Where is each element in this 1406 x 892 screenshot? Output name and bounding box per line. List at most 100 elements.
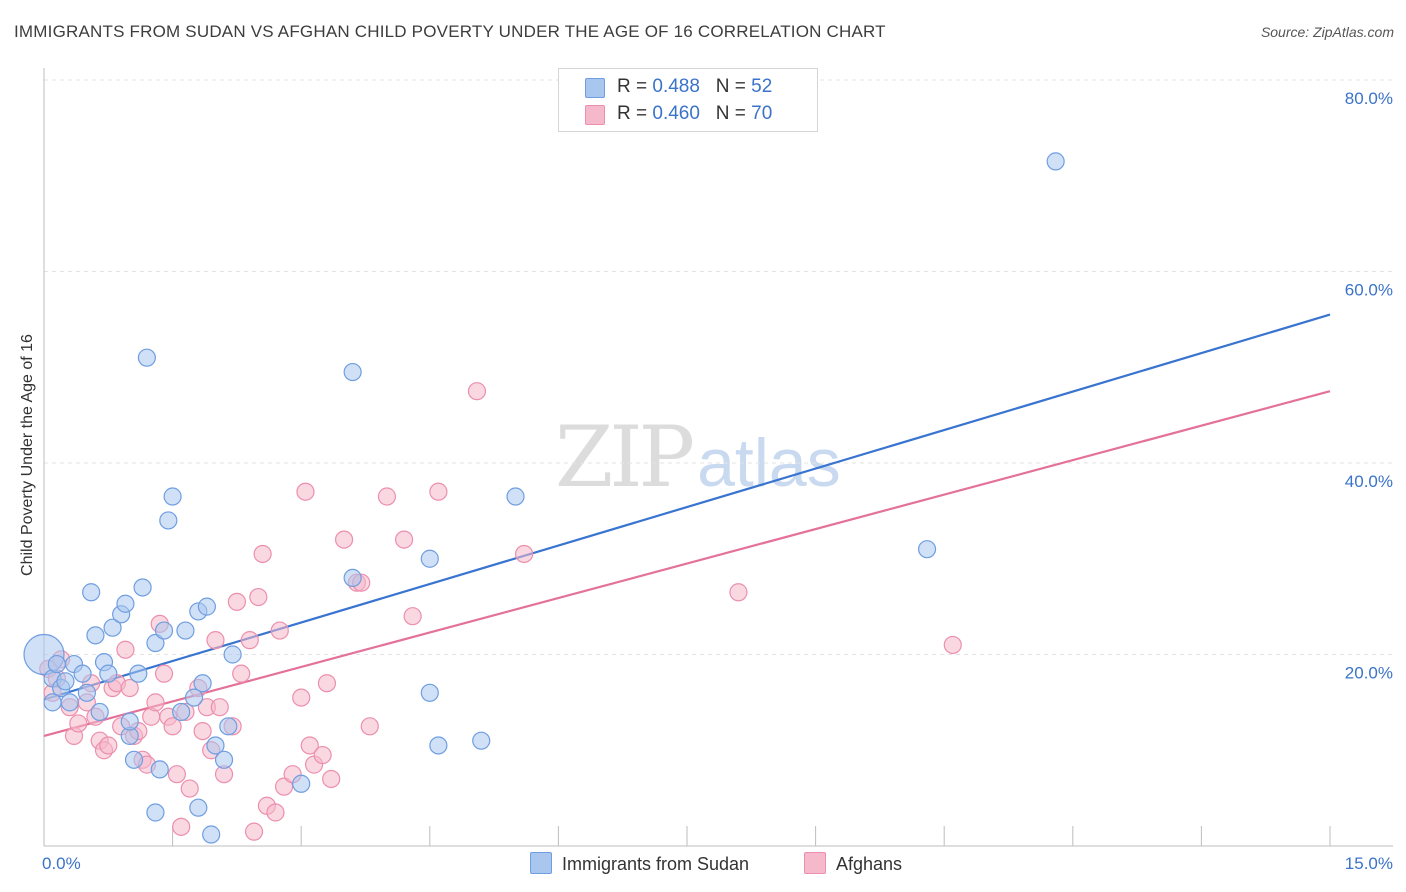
tick-labels: 20.0% 40.0% 60.0% 80.0% 0.0% 15.0% (42, 89, 1393, 873)
x-tick-label: 15.0% (1345, 854, 1393, 873)
afghan-point (116, 640, 135, 659)
data-points (23, 152, 1065, 844)
afghan-point (210, 698, 229, 717)
afghan-point (317, 674, 337, 693)
legend-afghan-r-label: R = (617, 103, 653, 124)
sudan-trend-line (43, 313, 1331, 701)
afghan-trend-line (43, 390, 1331, 737)
sudan-legend-label: Immigrants from Sudan (562, 854, 750, 874)
y-tick-label: 80.0% (1345, 89, 1393, 108)
sudan-point (1046, 152, 1065, 171)
sudan-point (77, 683, 96, 702)
sudan-point (146, 633, 165, 653)
afghan-point (270, 621, 289, 640)
legend-sudan-n-value: 52 (751, 76, 773, 97)
afghan-point (377, 487, 397, 506)
afghan-point (403, 607, 422, 626)
chart-title: IMMIGRANTS FROM SUDAN VS AFGHAN CHILD PO… (14, 22, 886, 41)
watermark-zip: ZIP (555, 408, 695, 506)
legend-afghan-n-value: 70 (751, 103, 773, 124)
axes (43, 68, 1393, 847)
sudan-point (99, 664, 118, 683)
x-tick-label: 0.0% (42, 854, 81, 873)
sudan-point (154, 621, 174, 640)
afghan-point (515, 544, 534, 564)
sudan-point (214, 750, 234, 769)
afghan-point (429, 482, 448, 501)
afghan-legend-label: Afghans (836, 854, 903, 874)
sudan-point (129, 664, 148, 683)
sudan-point (197, 597, 216, 616)
sudan-point (103, 618, 122, 637)
sudan-point (184, 688, 204, 707)
afghan-point (313, 745, 332, 765)
afghan-point (729, 583, 748, 602)
sudan-point (343, 568, 362, 588)
legend-item-afghans[interactable]: Afghans (804, 852, 902, 875)
afghan-point (240, 631, 259, 650)
afghan-point (146, 693, 165, 712)
afghan-point (467, 382, 487, 401)
sudan-point (133, 578, 152, 597)
trend-lines (43, 313, 1331, 737)
afghan-swatch (585, 105, 605, 125)
sudan-point (176, 621, 195, 640)
sudan-point (193, 674, 212, 693)
sudan-point (124, 750, 144, 769)
sudan-point (219, 717, 238, 736)
sudan-point (150, 760, 169, 779)
sudan-legend-swatch (530, 852, 552, 874)
watermark-atlas: atlas (697, 425, 841, 501)
legend-item-sudan[interactable]: Immigrants from Sudan (530, 852, 749, 875)
sudan-point (420, 549, 439, 568)
y-tick-label: 60.0% (1345, 281, 1393, 300)
afghan-point (163, 717, 182, 736)
sudan-point (43, 693, 62, 712)
sudan-point (47, 654, 66, 674)
sudan-point (343, 362, 362, 382)
afghan-point (172, 817, 191, 836)
afghan-legend-swatch (804, 852, 826, 874)
source-note: Source: ZipAtlas.com (1260, 24, 1394, 40)
legend-sudan-stats: R = 0.488 N = 52 (617, 76, 772, 98)
sudan-point (56, 672, 75, 691)
afghan-point (154, 664, 174, 683)
correlation-legend: R = 0.488 N = 52 R = 0.460 N = 70 (558, 68, 818, 132)
afghan-point (292, 688, 311, 707)
y-tick-label: 40.0% (1345, 472, 1393, 491)
sudan-point (472, 731, 491, 750)
sudan-point (120, 712, 139, 731)
sudan-point (146, 803, 165, 822)
legend-sudan-n-label: N = (715, 76, 752, 97)
afghan-point (334, 530, 354, 549)
sudan-point (159, 511, 178, 530)
sudan-point (202, 825, 221, 844)
afghan-point (249, 587, 268, 607)
sudan-point (206, 736, 225, 755)
sudan-point (82, 583, 101, 602)
afghan-point (232, 664, 251, 683)
afghan-point (120, 678, 139, 698)
afghan-point (69, 714, 88, 733)
afghan-point (227, 592, 246, 611)
sudan-point (60, 693, 79, 712)
afghan-point (296, 482, 315, 501)
afghan-point (193, 721, 212, 741)
sudan-point (163, 487, 182, 506)
sudan-point (189, 798, 208, 817)
sudan-point (292, 774, 311, 793)
afghan-point (180, 779, 199, 798)
sudan-point (116, 594, 135, 613)
gridlines (44, 79, 1393, 655)
afghan-point (943, 635, 962, 655)
afghan-point (167, 765, 186, 784)
afghan-point (206, 631, 225, 650)
afghan-point (394, 530, 414, 549)
afghan-point (244, 822, 264, 841)
afghan-point (99, 736, 118, 755)
sudan-point (223, 645, 242, 664)
legend-afghan-stats: R = 0.460 N = 70 (617, 103, 772, 125)
sudan-point (73, 664, 92, 683)
y-tick-label: 20.0% (1345, 664, 1393, 683)
